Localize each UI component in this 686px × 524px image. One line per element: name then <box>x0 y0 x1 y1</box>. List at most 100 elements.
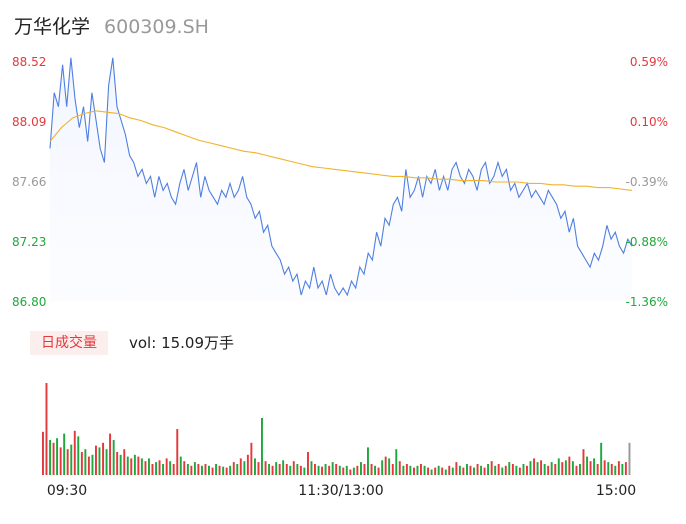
price-axis-labels: 88.52 88.09 87.66 87.23 86.80 <box>12 55 46 309</box>
volume-bar <box>427 467 430 475</box>
volume-bar <box>144 461 147 475</box>
volume-bar <box>391 464 394 475</box>
volume-bar <box>430 469 433 475</box>
volume-bar <box>66 449 69 475</box>
volume-bar <box>331 462 334 475</box>
volume-bar <box>607 462 610 475</box>
volume-bar <box>476 464 479 475</box>
volume-bar <box>402 465 405 475</box>
volume-bar <box>201 465 203 475</box>
volume-bar <box>345 465 348 475</box>
volume-bar <box>133 454 136 475</box>
volume-bar <box>211 467 214 475</box>
volume-bar <box>480 465 483 475</box>
volume-bar <box>137 456 140 475</box>
volume-bar <box>91 454 94 475</box>
volume-bar <box>458 465 461 475</box>
volume-bar <box>162 464 165 475</box>
volume-bar <box>73 430 76 475</box>
volume-bar <box>575 465 578 475</box>
volume-bar <box>275 462 278 475</box>
volume-bar <box>423 465 426 475</box>
price-area <box>49 57 633 302</box>
volume-bar <box>282 460 285 475</box>
price-tick-label: 88.09 <box>12 115 46 129</box>
volume-bar <box>434 467 437 475</box>
volume-bar <box>356 465 359 475</box>
volume-bar <box>63 433 66 475</box>
average-price-line <box>49 110 633 191</box>
volume-bar <box>536 462 539 475</box>
volume-bar <box>416 465 419 475</box>
volume-bar <box>59 447 62 475</box>
volume-bar <box>603 460 606 475</box>
volume-bar <box>398 461 401 475</box>
volume-bar <box>540 460 543 475</box>
volume-value: 15.09万手 <box>161 334 235 352</box>
volume-bar <box>617 461 620 475</box>
volume-bar <box>557 458 560 475</box>
time-tick-label: 15:00 <box>596 483 636 499</box>
time-tick-label: 09:30 <box>47 483 87 499</box>
volume-bar <box>367 447 369 475</box>
volume-bar <box>586 456 589 475</box>
volume-bar <box>600 442 603 475</box>
volume-bar <box>504 465 507 475</box>
volume-bar <box>95 445 97 475</box>
volume-bar <box>190 465 193 475</box>
volume-bar <box>377 467 380 475</box>
volume-bar <box>518 467 521 475</box>
volume-bar <box>388 458 391 475</box>
volume-bar <box>261 418 263 475</box>
volume-bar <box>451 467 454 475</box>
volume-bar <box>172 464 175 475</box>
volume-bar <box>45 383 48 475</box>
volume-bar <box>473 467 475 475</box>
volume-bar <box>87 456 90 475</box>
volume-bar <box>271 465 274 475</box>
volume-bar <box>208 465 210 475</box>
volume-bar <box>628 442 631 475</box>
volume-bar <box>324 464 327 475</box>
percent-tick-label: -1.36% <box>626 295 668 309</box>
price-line <box>49 57 633 297</box>
volume-bar <box>285 464 288 475</box>
volume-bar <box>236 464 239 475</box>
volume-bar <box>303 467 306 475</box>
volume-bar <box>176 429 179 475</box>
volume-bar <box>448 465 451 475</box>
volume-bar <box>169 461 172 475</box>
percent-axis-labels: 0.59% 0.10% -0.39% -0.88% -1.36% <box>626 55 668 309</box>
volume-bar <box>179 456 182 475</box>
volume-bar <box>490 461 493 475</box>
volume-bar <box>70 444 73 475</box>
volume-bar <box>543 464 546 475</box>
volume-bar <box>384 456 387 475</box>
percent-tick-label: -0.88% <box>626 235 668 249</box>
volume-bar <box>151 464 154 475</box>
volume-label: vol: <box>129 334 157 352</box>
volume-bar <box>487 464 490 475</box>
volume-bar <box>522 464 525 475</box>
volume-readout: vol: 15.09万手 <box>129 331 234 355</box>
volume-bar <box>250 442 253 475</box>
volume-bar <box>593 458 596 475</box>
volume-bar <box>52 442 55 475</box>
daily-volume-tag[interactable]: 日成交量 <box>30 331 108 355</box>
stock-code: 600309.SH <box>104 16 209 38</box>
volume-bar <box>579 464 581 475</box>
volume-bar <box>102 442 105 475</box>
volume-bar <box>229 465 232 475</box>
volume-bar <box>310 461 313 475</box>
volume-bar <box>222 466 225 475</box>
volume-bars <box>42 383 631 475</box>
volume-bar <box>186 464 189 475</box>
volume-bar <box>437 465 440 475</box>
volume-bar <box>49 440 52 475</box>
volume-bar <box>225 467 228 475</box>
volume-bar <box>547 465 550 475</box>
volume-bar <box>610 464 613 475</box>
volume-bar <box>123 449 126 475</box>
percent-tick-label: 0.59% <box>630 55 668 69</box>
volume-bar <box>444 469 447 475</box>
